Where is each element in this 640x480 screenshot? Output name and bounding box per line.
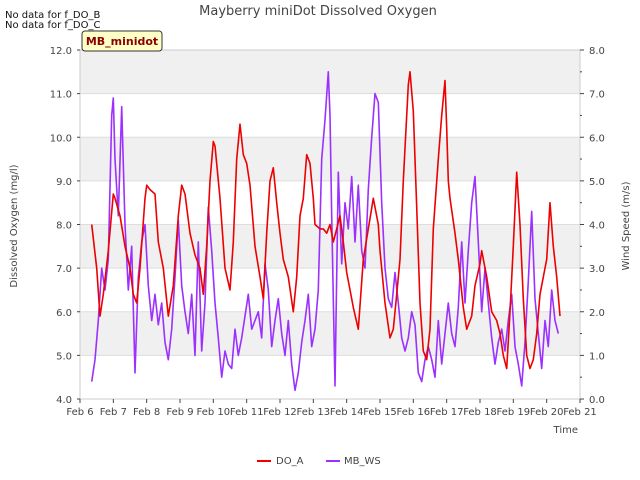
y-left-tick-label: 5.0 — [56, 351, 72, 362]
x-tick-label: Feb 17 — [430, 407, 464, 418]
y-right-tick-label: 2.0 — [589, 308, 605, 319]
series-layer — [90, 71, 561, 392]
no-data-note-2: No data for f_DO_C — [5, 20, 101, 31]
x-tick-label: Feb 21 — [563, 407, 597, 418]
x-tick-label: Feb 6 — [66, 407, 93, 418]
y-right-tick-label: 4.0 — [589, 221, 605, 232]
x-tick-label: Feb 9 — [166, 407, 193, 418]
x-tick-label: Feb 18 — [463, 407, 497, 418]
y-left-tick-label: 7.0 — [56, 264, 72, 275]
y-left-tick-label: 4.0 — [56, 395, 72, 406]
series-line-do-a — [90, 71, 561, 370]
legend-label-mb-ws: MB_WS — [344, 456, 381, 467]
x-tick-label: Feb 13 — [297, 407, 331, 418]
y-right-tick-label: 0.0 — [589, 395, 605, 406]
x-tick-label: Feb 16 — [397, 407, 431, 418]
y-right-tick-label: 5.0 — [589, 177, 605, 188]
site-badge-label: MB_minidot — [86, 35, 158, 48]
site-badge: MB_minidot — [81, 30, 163, 52]
plot-band — [80, 224, 580, 269]
x-tick-label: Feb 19 — [497, 407, 531, 418]
legend-label-do-a: DO_A — [276, 456, 304, 467]
x-tick-label: Feb 12 — [263, 407, 297, 418]
x-tick-label: Feb 14 — [330, 407, 364, 418]
x-tick-label: Feb 15 — [363, 407, 397, 418]
y-right-tick-label: 8.0 — [589, 46, 605, 57]
y-right-tick-label: 1.0 — [589, 351, 605, 362]
y-left-tick-label: 6.0 — [56, 308, 72, 319]
y-right-tick-label: 7.0 — [589, 90, 605, 101]
no-data-note-1: No data for f_DO_B — [5, 10, 101, 21]
y-axis-left-label: Dissolved Oxygen (mg/l) — [9, 164, 20, 287]
y-axis-right-label: Wind Speed (m/s) — [621, 181, 632, 270]
y-right-tick-label: 6.0 — [589, 133, 605, 144]
x-tick-label: Feb 11 — [230, 407, 264, 418]
x-tick-label: Feb 20 — [530, 407, 564, 418]
y-left-tick-label: 12.0 — [50, 46, 72, 57]
axis-ticks: 4.0 5.0 6.0 7.0 8.0 9.0 10.0 11.0 12.0 0.0 1.0 2.0 3… — [50, 46, 605, 418]
chart-title: Mayberry miniDot Dissolved Oxygen — [199, 4, 437, 19]
legend: DO_A MB_WS — [257, 456, 381, 467]
y-left-tick-label: 11.0 — [50, 90, 72, 101]
y-left-tick-label: 8.0 — [56, 221, 72, 232]
x-tick-label: Feb 7 — [100, 407, 127, 418]
x-axis-label: Time — [553, 425, 578, 436]
plot-band — [80, 50, 580, 94]
y-left-tick-label: 10.0 — [50, 133, 72, 144]
y-left-tick-label: 9.0 — [56, 177, 72, 188]
x-tick-label: Feb 8 — [133, 407, 160, 418]
y-right-tick-label: 3.0 — [589, 264, 605, 275]
x-tick-label: Feb 10 — [197, 407, 231, 418]
